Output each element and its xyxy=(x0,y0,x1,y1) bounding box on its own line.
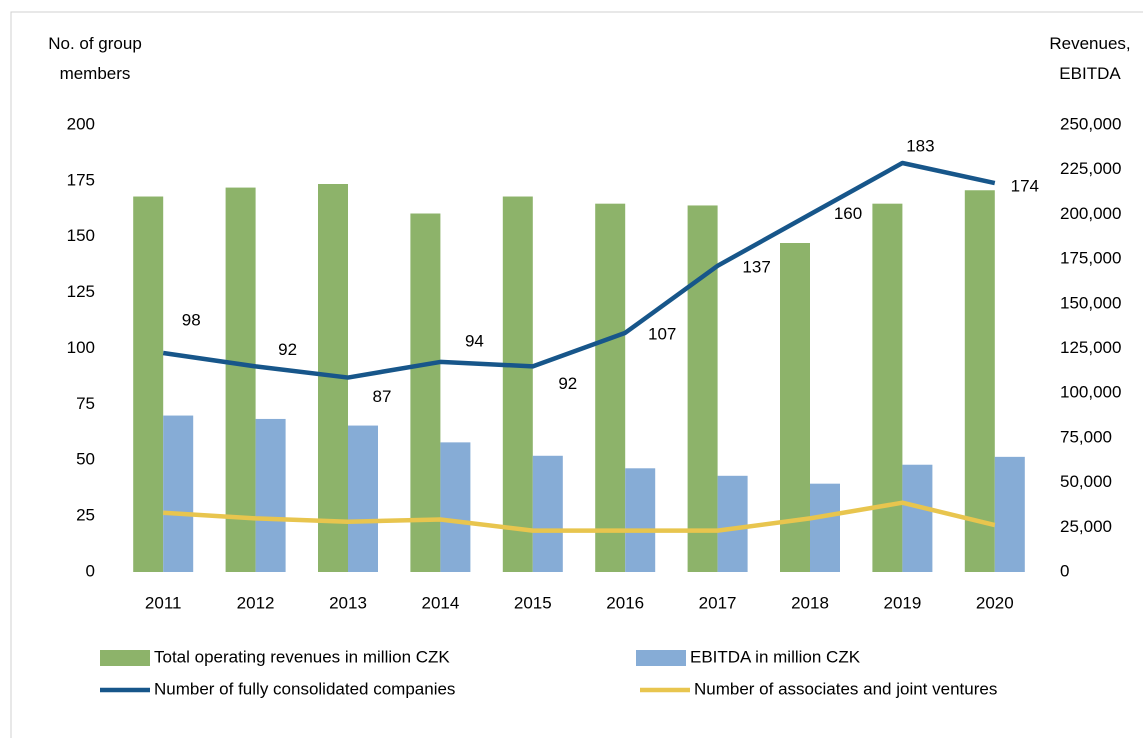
line xyxy=(163,500,996,533)
y2-tick-label: 175,000 xyxy=(1060,249,1121,268)
x-tick-label: 2014 xyxy=(421,593,459,612)
data-label: 94 xyxy=(465,331,484,350)
data-label: 92 xyxy=(558,374,577,393)
bar xyxy=(717,475,748,572)
y2-tick-label: 0 xyxy=(1060,561,1069,580)
data-label: 87 xyxy=(373,387,392,406)
x-tick-label: 2011 xyxy=(145,593,182,612)
x-tick-label: 2020 xyxy=(976,593,1014,612)
bar xyxy=(348,425,378,572)
y-tick-label: 50 xyxy=(76,450,95,469)
bar xyxy=(255,418,286,572)
y2-tick-label: 200,000 xyxy=(1060,204,1121,223)
data-label: 98 xyxy=(182,310,201,329)
y-tick-label: 200 xyxy=(67,114,95,133)
y2-tick-label: 225,000 xyxy=(1060,159,1121,178)
data-label: 137 xyxy=(742,257,770,276)
bar xyxy=(440,442,471,572)
x-tick-label: 2016 xyxy=(606,593,644,612)
y-axis-label: No. of group members xyxy=(48,34,142,83)
data-label: 183 xyxy=(906,136,934,155)
legend-label: Total operating revenues in million CZK xyxy=(154,647,450,666)
line xyxy=(162,160,996,380)
y2-tick-label: 125,000 xyxy=(1060,338,1121,357)
y-tick-label: 0 xyxy=(86,561,95,580)
legend-label: Number of fully consolidated companies xyxy=(154,679,455,698)
y-tick-label: 25 xyxy=(76,506,95,525)
bar xyxy=(810,483,840,572)
y2-tick-label: 100,000 xyxy=(1060,383,1121,402)
bar xyxy=(532,455,563,572)
y-tick-label: 75 xyxy=(76,394,95,413)
bar xyxy=(964,190,995,572)
y-tick-label: 175 xyxy=(67,170,95,189)
bar xyxy=(410,213,441,573)
bar xyxy=(595,203,626,572)
x-tick-label: 2012 xyxy=(237,593,275,612)
bar xyxy=(133,196,164,572)
legend-swatch xyxy=(636,650,686,666)
bar xyxy=(163,415,194,572)
bar xyxy=(625,468,656,572)
bar xyxy=(994,456,1025,572)
y2-axis-label: Revenues, EBITDA xyxy=(1049,34,1130,83)
x-tick-label: 2018 xyxy=(791,593,829,612)
data-label: 160 xyxy=(834,204,862,223)
chart-frame xyxy=(10,11,1143,738)
data-label: 107 xyxy=(648,324,676,343)
x-tick-label: 2015 xyxy=(514,593,552,612)
bar xyxy=(225,187,256,572)
legend-label: Number of associates and joint ventures xyxy=(694,679,997,698)
x-tick-label: 2019 xyxy=(883,593,921,612)
bar xyxy=(872,203,903,572)
bar xyxy=(687,205,718,572)
y-tick-label: 150 xyxy=(67,226,95,245)
x-tick-label: 2013 xyxy=(329,593,367,612)
legend-swatch xyxy=(100,650,150,666)
y2-tick-label: 150,000 xyxy=(1060,293,1121,312)
y2-tick-label: 50,000 xyxy=(1060,472,1112,491)
bar xyxy=(902,464,933,572)
data-label: 174 xyxy=(1011,177,1039,196)
y-tick-label: 125 xyxy=(67,282,95,301)
data-label: 92 xyxy=(278,340,297,359)
y2-tick-label: 250,000 xyxy=(1060,114,1121,133)
x-tick-label: 2017 xyxy=(699,593,737,612)
bar xyxy=(502,196,533,572)
y2-tick-label: 25,000 xyxy=(1060,517,1112,536)
legend-label: EBITDA in million CZK xyxy=(690,647,861,666)
y2-tick-label: 75,000 xyxy=(1060,427,1112,446)
y-tick-label: 100 xyxy=(67,338,95,357)
